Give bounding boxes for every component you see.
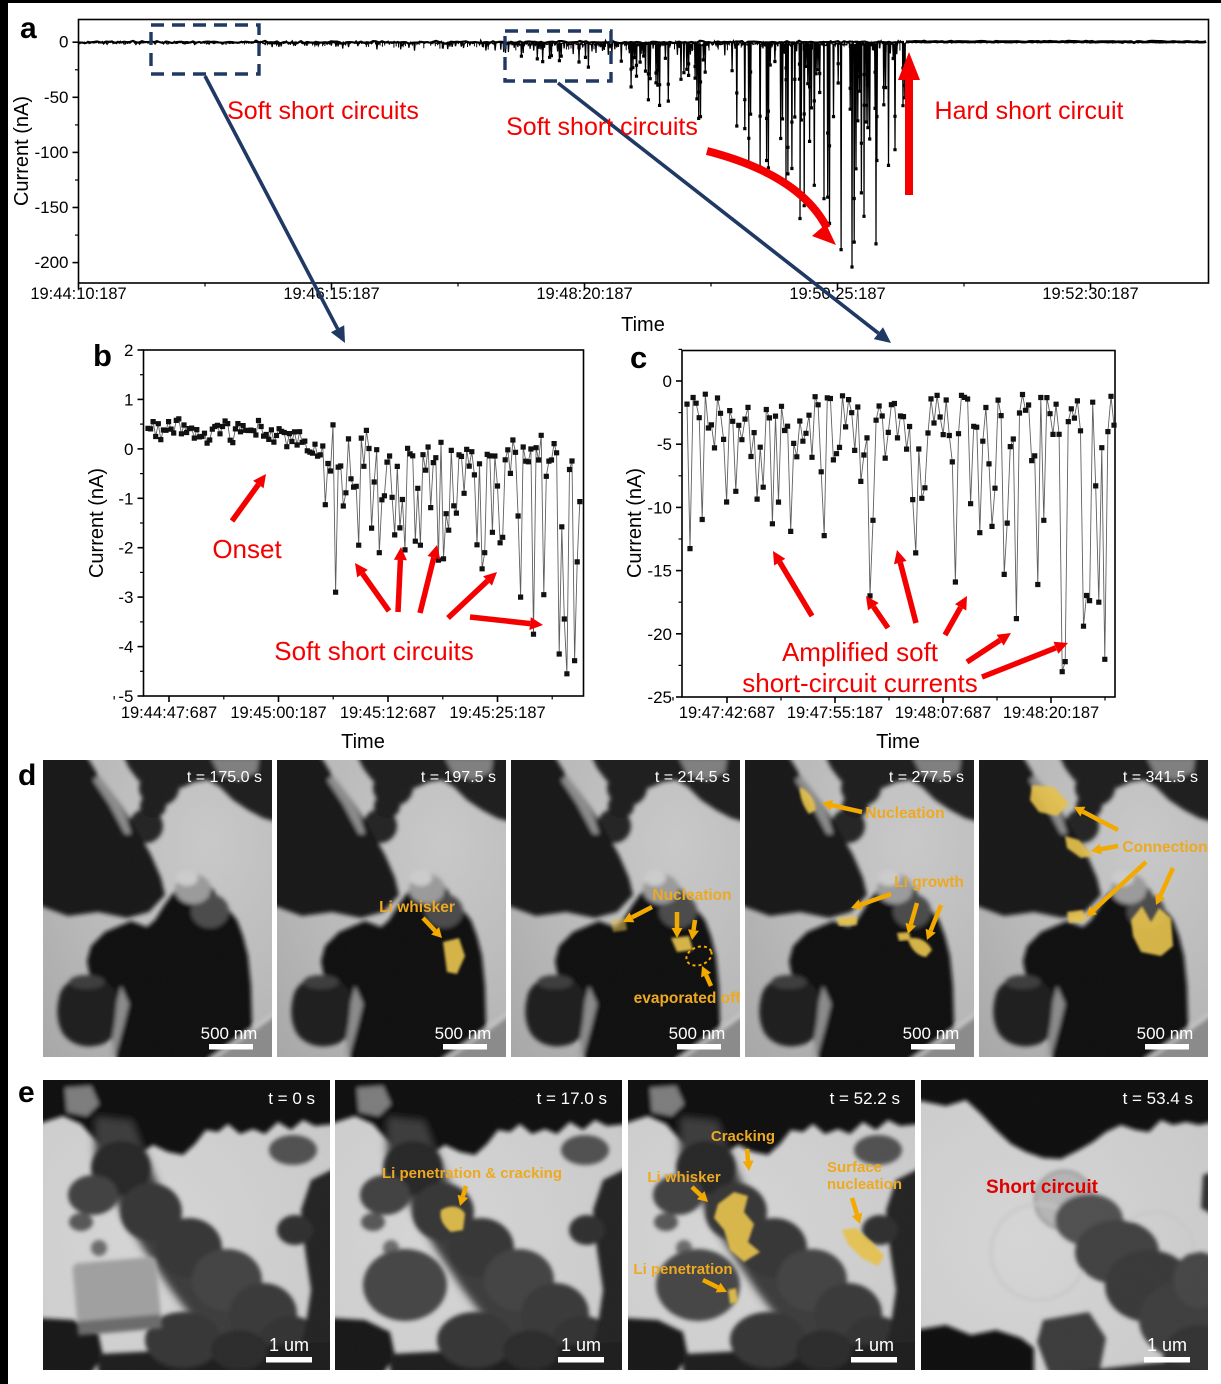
svg-text:t = 341.5 s: t = 341.5 s bbox=[1123, 769, 1198, 786]
svg-text:-3: -3 bbox=[118, 588, 133, 607]
svg-text:-50: -50 bbox=[44, 88, 69, 107]
svg-text:t = 0 s: t = 0 s bbox=[268, 1089, 315, 1108]
svg-text:19:52:30:187: 19:52:30:187 bbox=[1042, 285, 1138, 303]
svg-text:Surface: Surface bbox=[827, 1159, 882, 1176]
svg-text:Li penetration: Li penetration bbox=[633, 1261, 732, 1278]
svg-text:19:48:20:187: 19:48:20:187 bbox=[536, 285, 632, 303]
svg-text:Soft short circuits: Soft short circuits bbox=[506, 113, 698, 141]
svg-text:-200: -200 bbox=[34, 253, 68, 272]
svg-text:Time: Time bbox=[876, 731, 920, 753]
svg-text:-20: -20 bbox=[647, 625, 672, 644]
svg-text:2: 2 bbox=[124, 341, 133, 360]
svg-text:500 nm: 500 nm bbox=[201, 1024, 258, 1043]
svg-text:c: c bbox=[630, 340, 647, 375]
svg-text:Current (nA): Current (nA) bbox=[86, 468, 108, 578]
svg-text:e: e bbox=[18, 1076, 35, 1109]
svg-text:1 um: 1 um bbox=[561, 1335, 601, 1355]
svg-text:500 nm: 500 nm bbox=[435, 1024, 492, 1043]
svg-text:19:44:10:187: 19:44:10:187 bbox=[30, 285, 126, 303]
svg-text:Li whisker: Li whisker bbox=[647, 1169, 721, 1186]
svg-text:19:44:47:687: 19:44:47:687 bbox=[121, 704, 217, 722]
svg-text:t = 52.2 s: t = 52.2 s bbox=[830, 1089, 900, 1108]
svg-text:t = 214.5 s: t = 214.5 s bbox=[655, 769, 730, 786]
svg-text:19:46:15:187: 19:46:15:187 bbox=[283, 285, 379, 303]
svg-text:19:48:07:687: 19:48:07:687 bbox=[895, 704, 991, 722]
svg-text:19:47:42:687: 19:47:42:687 bbox=[679, 704, 775, 722]
svg-text:Nucleation: Nucleation bbox=[865, 805, 944, 822]
svg-text:-100: -100 bbox=[34, 143, 68, 162]
svg-text:t = 197.5 s: t = 197.5 s bbox=[421, 769, 496, 786]
svg-text:t = 53.4 s: t = 53.4 s bbox=[1123, 1089, 1193, 1108]
svg-text:t = 17.0 s: t = 17.0 s bbox=[537, 1089, 607, 1108]
svg-text:19:45:00:187: 19:45:00:187 bbox=[230, 704, 326, 722]
svg-text:Cracking: Cracking bbox=[711, 1128, 775, 1145]
svg-text:t = 175.0 s: t = 175.0 s bbox=[187, 769, 262, 786]
svg-text:-15: -15 bbox=[647, 562, 672, 581]
svg-text:Nucleation: Nucleation bbox=[652, 887, 731, 904]
svg-text:1 um: 1 um bbox=[1147, 1335, 1187, 1355]
svg-text:19:47:55:187: 19:47:55:187 bbox=[787, 704, 883, 722]
svg-text:-25: -25 bbox=[647, 688, 672, 707]
svg-text:1 um: 1 um bbox=[269, 1335, 309, 1355]
svg-text:short-circuit currents: short-circuit currents bbox=[742, 668, 978, 698]
svg-text:-5: -5 bbox=[657, 435, 672, 454]
svg-text:Connection: Connection bbox=[1122, 839, 1207, 856]
svg-text:1: 1 bbox=[124, 390, 133, 409]
svg-text:0: 0 bbox=[663, 372, 672, 391]
svg-text:Onset: Onset bbox=[212, 534, 282, 564]
svg-text:Soft short circuits: Soft short circuits bbox=[227, 97, 419, 125]
svg-text:nucleation: nucleation bbox=[827, 1176, 902, 1193]
svg-text:Li whisker: Li whisker bbox=[379, 899, 455, 916]
svg-text:-1: -1 bbox=[118, 489, 133, 508]
svg-text:Hard short circuit: Hard short circuit bbox=[935, 97, 1124, 125]
svg-text:-5: -5 bbox=[118, 687, 133, 706]
svg-text:Short circuit: Short circuit bbox=[986, 1177, 1099, 1198]
svg-text:evaporated off: evaporated off bbox=[634, 990, 742, 1007]
svg-text:0: 0 bbox=[124, 440, 133, 459]
svg-text:-150: -150 bbox=[34, 198, 68, 217]
svg-text:Soft short circuits: Soft short circuits bbox=[274, 636, 473, 666]
svg-text:19:45:25:187: 19:45:25:187 bbox=[449, 704, 545, 722]
svg-text:Current (nA): Current (nA) bbox=[11, 96, 33, 206]
svg-text:500 nm: 500 nm bbox=[903, 1024, 960, 1043]
svg-text:19:50:25:187: 19:50:25:187 bbox=[789, 285, 885, 303]
svg-text:a: a bbox=[20, 12, 37, 45]
svg-text:19:48:20:187: 19:48:20:187 bbox=[1003, 704, 1099, 722]
svg-text:-4: -4 bbox=[118, 638, 133, 657]
svg-text:d: d bbox=[18, 759, 36, 792]
svg-text:Li growth: Li growth bbox=[894, 874, 964, 891]
svg-text:Time: Time bbox=[341, 731, 385, 753]
svg-text:Time: Time bbox=[621, 314, 665, 336]
svg-text:Current (nA): Current (nA) bbox=[624, 468, 646, 578]
svg-text:t = 277.5 s: t = 277.5 s bbox=[889, 769, 964, 786]
svg-text:1 um: 1 um bbox=[854, 1335, 894, 1355]
svg-text:Li penetration & cracking: Li penetration & cracking bbox=[382, 1165, 562, 1182]
svg-text:19:45:12:687: 19:45:12:687 bbox=[340, 704, 436, 722]
svg-text:500 nm: 500 nm bbox=[669, 1024, 726, 1043]
svg-text:-2: -2 bbox=[118, 539, 133, 558]
svg-text:500 nm: 500 nm bbox=[1137, 1024, 1194, 1043]
svg-text:Amplified soft: Amplified soft bbox=[782, 637, 939, 667]
svg-text:b: b bbox=[93, 338, 112, 373]
svg-text:0: 0 bbox=[59, 33, 68, 52]
svg-text:-10: -10 bbox=[647, 498, 672, 517]
